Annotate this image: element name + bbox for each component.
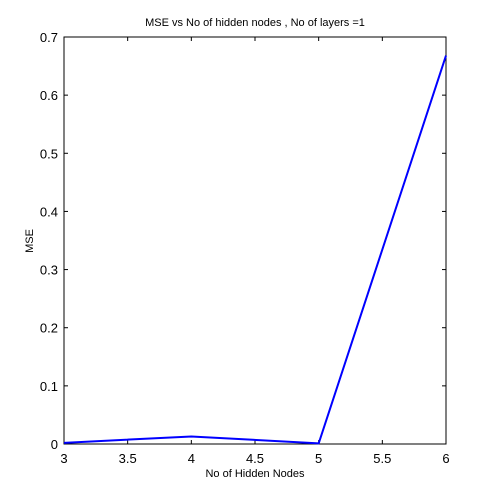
y-tick-label: 0.2: [40, 321, 58, 336]
x-tick-label: 5.5: [373, 451, 391, 466]
y-tick-label: 0.7: [40, 30, 58, 45]
y-axis-label: MSE: [24, 229, 36, 253]
y-tick-label: 0: [51, 437, 58, 452]
y-tick-label: 0.3: [40, 263, 58, 278]
plot-area: [64, 37, 446, 444]
x-tick-label: 6: [442, 451, 449, 466]
y-tick-label: 0.5: [40, 146, 58, 161]
x-tick-label: 5: [315, 451, 322, 466]
chart-title: MSE vs No of hidden nodes , No of layers…: [145, 17, 365, 29]
y-tick-label: 0.4: [40, 204, 58, 219]
x-tick-label: 4: [188, 451, 195, 466]
x-tick-label: 3: [60, 451, 67, 466]
y-tick-label: 0.1: [40, 379, 58, 394]
x-tick-label: 4.5: [246, 451, 264, 466]
x-tick-label: 3.5: [119, 451, 137, 466]
x-axis-label: No of Hidden Nodes: [205, 468, 305, 480]
y-tick-label: 0.6: [40, 88, 58, 103]
